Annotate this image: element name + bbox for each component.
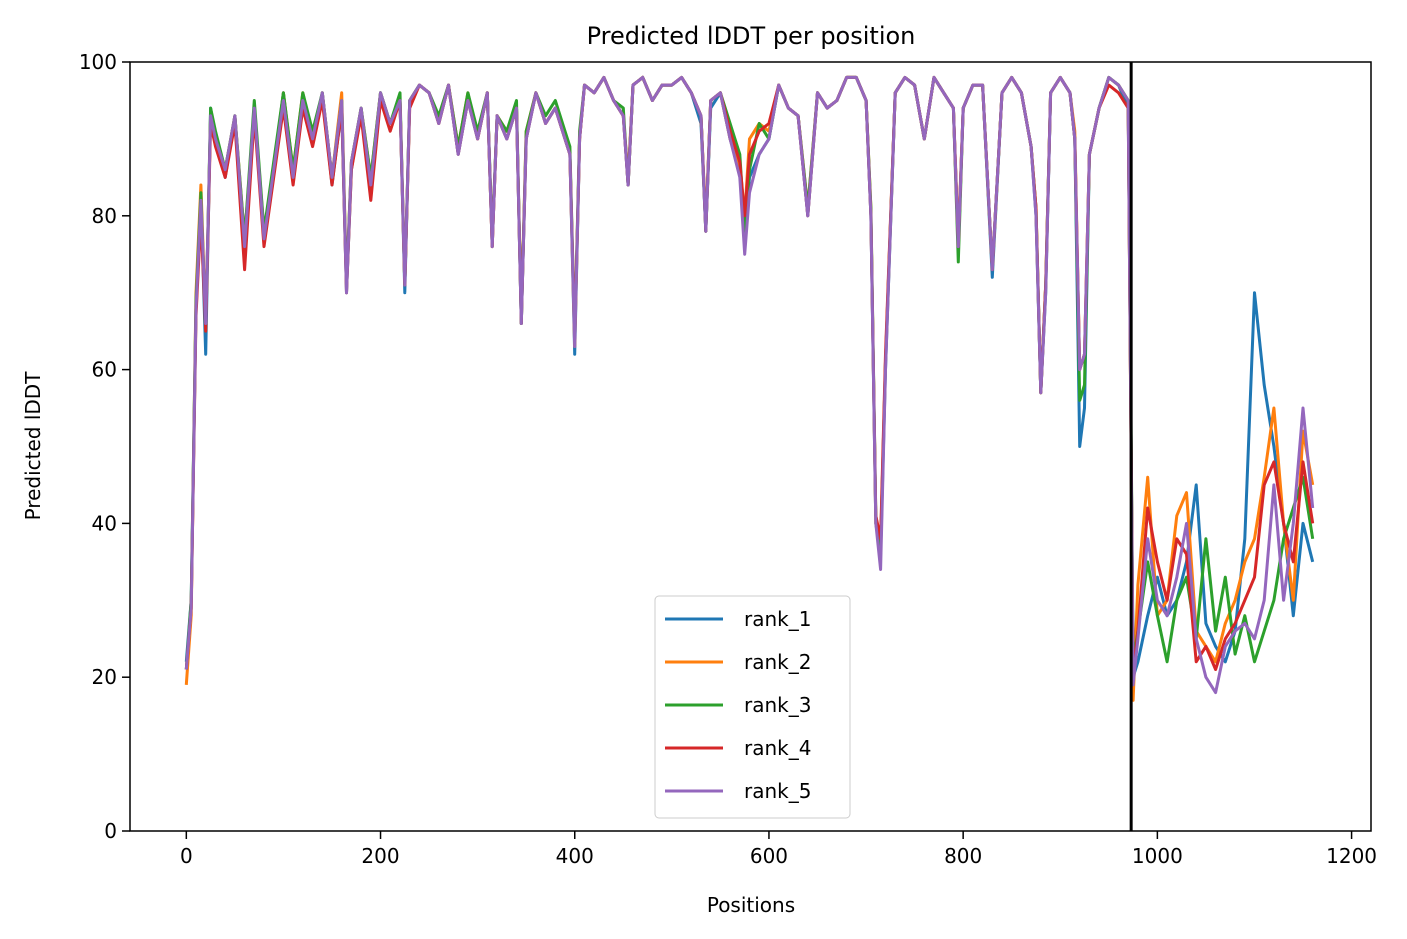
legend-label-rank_5: rank_5 — [744, 779, 811, 803]
x-axis: 0 200 400 600 800 1000 1200 — [180, 831, 1377, 868]
legend-label-rank_2: rank_2 — [744, 650, 811, 674]
x-axis-label: Positions — [707, 893, 795, 917]
chart-title: Predicted lDDT per position — [587, 22, 916, 50]
x-tick-label: 1000 — [1132, 844, 1183, 868]
y-axis: 0 20 40 60 80 100 — [79, 50, 130, 843]
y-tick-label: 0 — [104, 819, 117, 843]
plot-frame — [129, 61, 1372, 832]
x-tick-label: 200 — [361, 844, 399, 868]
y-tick-label: 60 — [92, 358, 117, 382]
y-tick-label: 100 — [79, 50, 117, 74]
x-tick-label: 400 — [556, 844, 594, 868]
x-tick-label: 0 — [180, 844, 193, 868]
y-axis-label: Predicted lDDT — [21, 371, 45, 521]
y-tick-label: 20 — [92, 665, 117, 689]
plot-lines — [184, 75, 1315, 702]
series-line-rank_5 — [184, 75, 1315, 695]
y-tick-label: 40 — [92, 511, 117, 535]
x-tick-label: 600 — [750, 844, 788, 868]
legend: rank_1 rank_2 rank_3 rank_4 rank_5 — [654, 595, 851, 819]
y-tick-label: 80 — [92, 204, 117, 228]
legend-label-rank_3: rank_3 — [744, 693, 811, 717]
x-tick-label: 1200 — [1326, 844, 1377, 868]
legend-box — [654, 595, 851, 819]
x-tick-label: 800 — [944, 844, 982, 868]
legend-label-rank_4: rank_4 — [744, 736, 811, 760]
legend-label-rank_1: rank_1 — [744, 607, 811, 631]
